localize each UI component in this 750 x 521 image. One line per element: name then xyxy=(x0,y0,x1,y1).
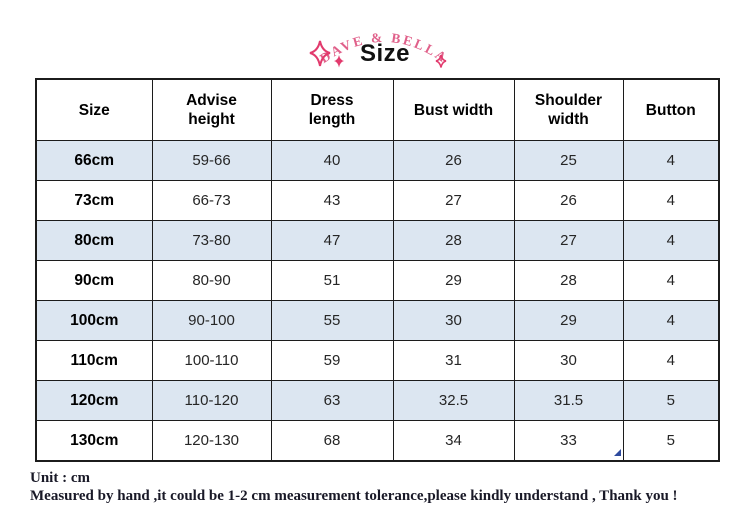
value-cell: 29 xyxy=(513,300,624,341)
page-title: Size xyxy=(359,40,411,67)
value-cell: 5 xyxy=(622,420,720,462)
value-cell: 66-73 xyxy=(151,180,272,221)
table-row: 90cm 80-90 51 29 28 4 xyxy=(35,260,720,301)
value-cell: 59 xyxy=(270,340,394,381)
value-cell: 4 xyxy=(622,340,720,381)
value-cell: 32.5 xyxy=(392,380,515,421)
value-cell: 55 xyxy=(270,300,394,341)
value-cell: 47 xyxy=(270,220,394,261)
size-cell: 90cm xyxy=(35,260,153,301)
value-cell: 30 xyxy=(392,300,515,341)
table-row: 100cm 90-100 55 30 29 4 xyxy=(35,300,720,341)
unit-note: Unit : cm xyxy=(30,470,90,486)
column-header-size: Size xyxy=(35,78,153,141)
value-cell: 27 xyxy=(392,180,515,221)
size-table: Size Advise height Dress length Bust wid… xyxy=(35,78,720,462)
value-cell: 100-110 xyxy=(151,340,272,381)
value-cell: 28 xyxy=(513,260,624,301)
tolerance-note: Measured by hand ,it could be 1-2 cm mea… xyxy=(30,488,678,504)
size-cell: 66cm xyxy=(35,140,153,181)
value-cell: 34 xyxy=(392,420,515,462)
column-header-shoulder-width: Shoulder width xyxy=(513,78,624,141)
value-cell: 73-80 xyxy=(151,220,272,261)
size-cell: 110cm xyxy=(35,340,153,381)
table-row: 110cm 100-110 59 31 30 4 xyxy=(35,340,720,381)
value-cell: 4 xyxy=(622,300,720,341)
value-cell: 110-120 xyxy=(151,380,272,421)
value-cell: 4 xyxy=(622,180,720,221)
value-cell: 120-130 xyxy=(151,420,272,462)
value-cell: 90-100 xyxy=(151,300,272,341)
value-cell: 43 xyxy=(270,180,394,221)
size-cell: 100cm xyxy=(35,300,153,341)
sparkle-left-small-icon xyxy=(334,55,344,68)
header-row: Size Advise height Dress length Bust wid… xyxy=(35,78,720,141)
value-cell: 63 xyxy=(270,380,394,421)
table-row: 120cm 110-120 63 32.5 31.5 5 xyxy=(35,380,720,421)
table-row: 66cm 59-66 40 26 25 4 xyxy=(35,140,720,181)
size-cell: 73cm xyxy=(35,180,153,221)
value-cell: 5 xyxy=(622,380,720,421)
table-row: 73cm 66-73 43 27 26 4 xyxy=(35,180,720,221)
value-cell: 26 xyxy=(513,180,624,221)
value-cell: 68 xyxy=(270,420,394,462)
value-cell: 4 xyxy=(622,140,720,181)
value-cell: 51 xyxy=(270,260,394,301)
value-cell: 30 xyxy=(513,340,624,381)
cell-corner-marker-icon xyxy=(614,449,621,456)
value-cell: 31.5 xyxy=(513,380,624,421)
value-cell: 59-66 xyxy=(151,140,272,181)
value-cell: 26 xyxy=(392,140,515,181)
size-cell: 120cm xyxy=(35,380,153,421)
value-cell: 28 xyxy=(392,220,515,261)
value-cell: 31 xyxy=(392,340,515,381)
column-header-button: Button xyxy=(622,78,720,141)
size-table-container: Size Advise height Dress length Bust wid… xyxy=(35,78,720,462)
brand-header: DAVE & BELLA xyxy=(309,30,448,68)
column-header-advise-height: Advise height xyxy=(151,78,272,141)
table-row: 130cm 120-130 68 34 33 5 xyxy=(35,420,720,462)
value-cell: 27 xyxy=(513,220,624,261)
column-header-dress-length: Dress length xyxy=(270,78,394,141)
sparkle-left-large-icon xyxy=(309,40,331,67)
footer-notes: Unit : cm Measured by hand ,it could be … xyxy=(30,469,678,505)
table-row: 80cm 73-80 47 28 27 4 xyxy=(35,220,720,261)
value-cell: 40 xyxy=(270,140,394,181)
sparkle-right-icon xyxy=(435,54,447,68)
value-cell: 29 xyxy=(392,260,515,301)
value-cell: 25 xyxy=(513,140,624,181)
value-cell: 80-90 xyxy=(151,260,272,301)
column-header-bust-width: Bust width xyxy=(392,78,515,141)
value-cell: 4 xyxy=(622,260,720,301)
size-cell: 80cm xyxy=(35,220,153,261)
size-cell: 130cm xyxy=(35,420,153,462)
value-cell: 4 xyxy=(622,220,720,261)
value-cell: 33 xyxy=(513,420,624,462)
